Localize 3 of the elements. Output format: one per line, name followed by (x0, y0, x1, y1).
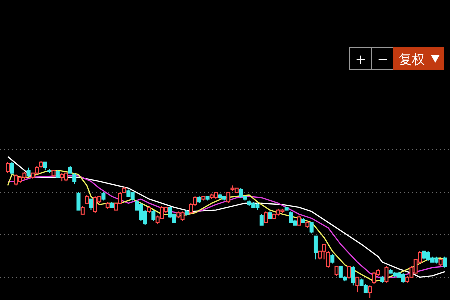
button: − (372, 48, 394, 70)
button: 复权 (394, 48, 444, 70)
button: + (350, 48, 372, 70)
